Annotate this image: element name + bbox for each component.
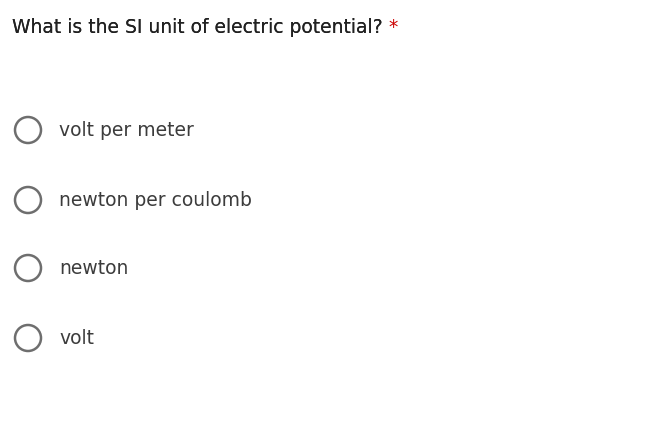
Text: volt: volt [59, 328, 94, 347]
Text: newton: newton [59, 258, 128, 277]
Text: volt per meter: volt per meter [59, 121, 194, 140]
Text: *: * [383, 18, 398, 37]
Ellipse shape [15, 187, 41, 213]
Text: What is the SI unit of electric potential?: What is the SI unit of electric potentia… [12, 18, 383, 37]
Ellipse shape [15, 325, 41, 351]
Text: newton per coulomb: newton per coulomb [59, 191, 252, 210]
Ellipse shape [15, 117, 41, 143]
Ellipse shape [15, 255, 41, 281]
Text: What is the SI unit of electric potential?: What is the SI unit of electric potentia… [12, 18, 383, 37]
